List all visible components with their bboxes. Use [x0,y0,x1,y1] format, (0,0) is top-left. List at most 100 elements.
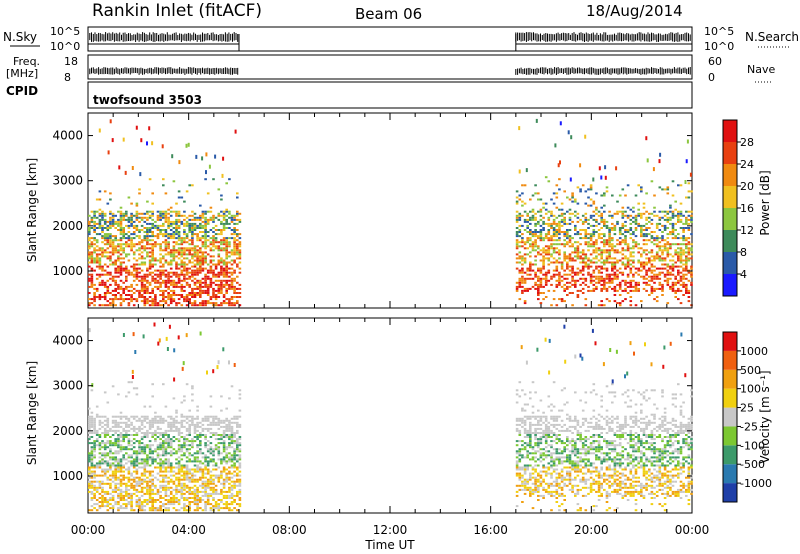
range-cell [626,275,630,278]
range-cell [175,233,178,236]
range-cell [563,233,566,236]
range-cell [143,466,147,469]
range-cell [212,241,215,244]
range-cell [111,474,115,477]
range-cell [552,218,556,221]
range-cell [125,421,128,424]
range-cell [204,484,207,487]
range-cell [558,281,561,284]
range-cell [127,196,131,199]
range-cell [209,302,213,305]
range-cell [183,249,186,252]
range-cell [204,235,207,238]
range-cell [690,233,693,236]
range-cell [687,218,691,221]
range-cell [172,253,176,256]
range-cell [185,257,189,260]
range-cell [230,259,234,262]
range-cell [106,478,110,481]
range-cell [140,507,144,510]
range-cell [566,281,569,284]
range-cell [201,227,205,229]
range-cell [613,273,617,276]
range-cell [143,462,147,465]
range-cell [191,261,194,264]
range-cell [193,488,197,491]
range-cell [146,446,149,449]
range-cell [172,281,176,284]
range-cell [566,277,569,280]
range-cell [632,285,635,288]
range-cell [217,241,221,244]
range-cell [122,476,125,479]
range-cell [518,224,522,227]
range-cell [521,192,524,195]
range-cell [135,218,139,221]
range-cell [529,251,532,254]
range-cell [148,273,152,276]
range-cell [98,460,102,463]
range-cell [119,415,123,418]
range-cell [669,245,672,248]
range-cell [642,243,646,246]
range-cell [574,200,577,203]
range-cell [119,436,123,438]
range-cell [151,224,154,227]
range-cell [151,434,154,436]
range-cell [613,249,617,252]
range-cell [558,227,561,229]
range-cell [677,298,680,301]
range-cell [101,462,104,465]
range-cell [230,216,234,219]
range-cell [629,247,633,250]
range-cell [201,253,205,256]
range-cell [88,490,91,493]
range-cell [206,494,210,497]
range-cell [685,247,688,250]
range-cell [154,302,157,305]
range-cell [655,222,659,225]
range-cell [191,184,194,187]
range-cell [130,298,133,301]
range-cell [114,239,117,242]
range-cell [162,417,165,420]
range-cell [193,456,197,459]
range-cell [518,214,522,217]
range-cell [159,417,162,420]
range-cell [180,269,184,272]
range-cell [185,438,189,441]
range-cell [93,429,96,432]
range-cell [193,277,197,280]
range-cell [196,409,199,412]
range-cell [95,462,99,465]
range-cell [225,239,228,242]
range-cell [645,283,648,286]
range-cell [196,494,199,497]
range-cell [156,509,160,512]
range-cell [106,271,110,274]
range-cell [238,245,242,248]
range-cell [531,249,535,252]
range-cell [114,279,117,282]
range-cell [618,267,622,270]
range-cell [600,218,603,221]
range-cell [135,259,139,262]
range-cell [148,492,152,495]
range-cell [93,470,96,473]
range-cell [552,273,556,276]
range-cell [658,229,662,231]
range-cell [559,160,561,165]
range-cell [146,482,149,485]
range-cell [201,419,205,422]
range-cell [523,259,527,262]
range-cell [93,300,96,303]
range-cell [185,466,189,469]
range-cell [185,235,189,238]
range-cell [143,472,147,475]
range-cell [191,474,194,477]
range-cell [95,480,99,483]
range-cell [563,287,566,290]
range-cell [146,227,149,229]
range-cell [101,490,104,493]
